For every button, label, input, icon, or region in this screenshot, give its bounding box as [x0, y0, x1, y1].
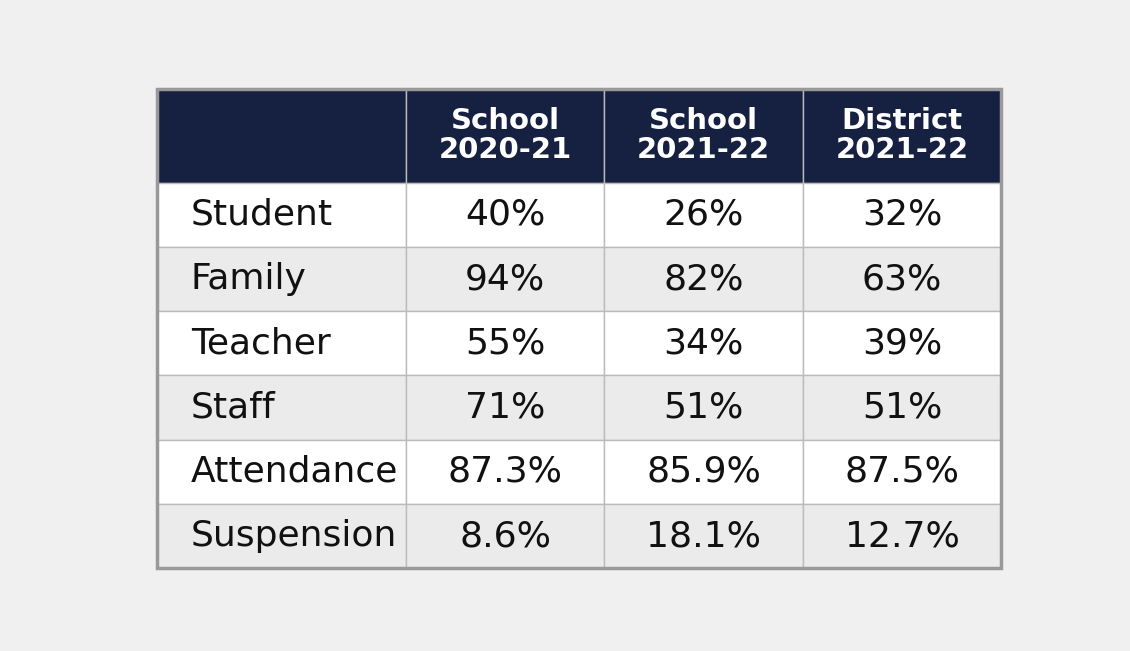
- Bar: [406, 182, 605, 247]
- Text: 12.7%: 12.7%: [844, 519, 959, 553]
- Text: Attendance: Attendance: [191, 455, 398, 489]
- Bar: [406, 376, 605, 440]
- Text: 63%: 63%: [862, 262, 942, 296]
- Text: 2021-22: 2021-22: [637, 136, 771, 164]
- Text: 2021-22: 2021-22: [835, 136, 968, 164]
- Bar: [802, 440, 1001, 504]
- Bar: [605, 504, 802, 568]
- Text: 26%: 26%: [663, 198, 744, 232]
- Bar: [406, 311, 605, 376]
- Text: 55%: 55%: [466, 326, 546, 361]
- Text: 39%: 39%: [862, 326, 942, 361]
- Text: 40%: 40%: [466, 198, 546, 232]
- Bar: [157, 376, 406, 440]
- Bar: [605, 89, 802, 182]
- Text: 94%: 94%: [466, 262, 546, 296]
- Bar: [802, 311, 1001, 376]
- Bar: [802, 89, 1001, 182]
- Bar: [802, 247, 1001, 311]
- Text: Staff: Staff: [191, 391, 276, 424]
- Text: District: District: [842, 107, 963, 135]
- Bar: [605, 247, 802, 311]
- Bar: [157, 89, 406, 182]
- Text: School: School: [649, 107, 758, 135]
- Bar: [605, 376, 802, 440]
- Bar: [157, 182, 406, 247]
- Text: 2020-21: 2020-21: [438, 136, 572, 164]
- Bar: [157, 311, 406, 376]
- Text: School: School: [451, 107, 559, 135]
- Bar: [802, 504, 1001, 568]
- Bar: [802, 182, 1001, 247]
- Bar: [406, 440, 605, 504]
- Text: Family: Family: [191, 262, 306, 296]
- Text: 18.1%: 18.1%: [646, 519, 762, 553]
- Bar: [406, 89, 605, 182]
- Bar: [157, 440, 406, 504]
- Bar: [802, 376, 1001, 440]
- Bar: [157, 247, 406, 311]
- Bar: [605, 182, 802, 247]
- Bar: [605, 440, 802, 504]
- Text: 8.6%: 8.6%: [459, 519, 551, 553]
- Text: 87.5%: 87.5%: [844, 455, 959, 489]
- Text: 71%: 71%: [466, 391, 546, 424]
- Text: 51%: 51%: [862, 391, 942, 424]
- Text: 82%: 82%: [663, 262, 744, 296]
- Text: Teacher: Teacher: [191, 326, 331, 361]
- Bar: [157, 504, 406, 568]
- Text: Suspension: Suspension: [191, 519, 397, 553]
- Text: 85.9%: 85.9%: [646, 455, 762, 489]
- Bar: [605, 311, 802, 376]
- Bar: [406, 504, 605, 568]
- Text: 32%: 32%: [862, 198, 942, 232]
- Text: 34%: 34%: [663, 326, 744, 361]
- Text: Student: Student: [191, 198, 333, 232]
- Text: 87.3%: 87.3%: [447, 455, 563, 489]
- Text: 51%: 51%: [663, 391, 744, 424]
- Bar: [406, 247, 605, 311]
